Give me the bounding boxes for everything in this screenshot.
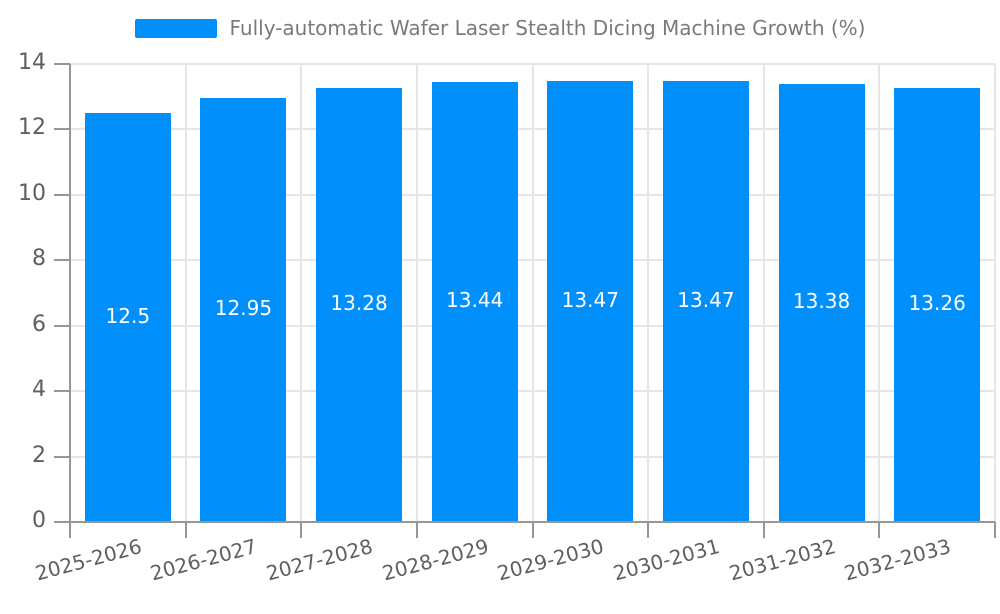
bar-value-label: 13.26 <box>908 291 966 316</box>
x-tick <box>994 522 996 538</box>
y-tick <box>54 193 70 196</box>
bar-value-label: 13.38 <box>792 289 851 314</box>
x-gridline <box>531 64 534 522</box>
y-tick <box>54 63 70 65</box>
y-axis-tick-label: 4 <box>32 377 46 403</box>
x-tick <box>647 522 650 538</box>
y-axis-tick-label: 2 <box>32 442 46 468</box>
bar <box>778 84 865 521</box>
x-gridline <box>762 64 765 522</box>
y-axis-tick-label: 12 <box>18 115 46 141</box>
bar-value-label: 13.47 <box>677 287 735 312</box>
y-axis-tick-label: 8 <box>32 246 46 272</box>
bar-value-label: 12.95 <box>214 296 273 321</box>
x-tick <box>415 522 418 538</box>
x-gridline <box>647 64 650 522</box>
x-gridline <box>300 64 303 522</box>
y-axis-tick-label: 14 <box>18 50 46 75</box>
y-tick <box>54 128 70 131</box>
x-tick <box>300 522 303 538</box>
y-axis-tick-label: 6 <box>32 311 46 337</box>
x-gridline <box>184 64 187 522</box>
bar <box>894 88 981 521</box>
legend-label: Fully-automatic Wafer Laser Stealth Dici… <box>229 16 866 40</box>
x-tick <box>69 522 71 538</box>
bar-value-label: 13.44 <box>446 288 504 313</box>
bar <box>84 113 171 521</box>
bar-value-label: 13.47 <box>561 287 619 312</box>
bar <box>662 81 749 521</box>
y-axis-tick-label: 10 <box>18 180 46 206</box>
bar-value-label: 12.5 <box>105 303 151 328</box>
y-tick <box>54 324 70 327</box>
x-axis-line <box>54 521 995 523</box>
y-axis-tick-label: 0 <box>32 508 46 533</box>
x-tick <box>184 522 187 538</box>
bar <box>200 98 287 521</box>
legend-marker <box>134 18 217 38</box>
bar <box>316 87 403 521</box>
x-gridline <box>878 64 881 522</box>
y-tick <box>54 455 70 458</box>
x-gridline <box>994 64 996 522</box>
bar <box>431 82 518 521</box>
bar <box>547 81 634 521</box>
x-tick <box>878 522 881 538</box>
legend: Fully-automatic Wafer Laser Stealth Dici… <box>0 16 1000 40</box>
x-gridline <box>415 64 418 522</box>
bar-value-label: 13.28 <box>330 290 388 315</box>
y-axis-line <box>69 64 71 522</box>
y-tick <box>54 259 70 262</box>
x-tick <box>531 522 534 538</box>
bar-chart: Fully-automatic Wafer Laser Stealth Dici… <box>0 16 1000 585</box>
y-tick <box>54 390 70 393</box>
x-tick <box>762 522 765 538</box>
